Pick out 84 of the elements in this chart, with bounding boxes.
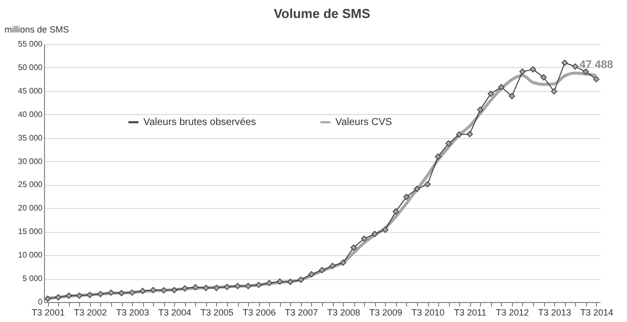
- x-tick-label: T3 2007: [284, 308, 318, 318]
- point: [488, 90, 494, 97]
- point: [340, 259, 346, 266]
- y-axis-title: millions de SMS: [4, 24, 70, 34]
- point: [530, 66, 536, 72]
- point: [256, 282, 262, 288]
- point: [118, 290, 125, 296]
- y-tick-label: 50 000: [18, 62, 44, 72]
- chart-title: Volume de SMS: [274, 6, 371, 21]
- x-tick-label: T3 2008: [327, 308, 360, 318]
- point: [466, 130, 473, 138]
- x-tick-label: T3 2006: [242, 308, 276, 318]
- point: [456, 131, 462, 138]
- y-tick-label: 15 000: [18, 227, 44, 236]
- point: [434, 153, 442, 160]
- point: [361, 236, 368, 242]
- point: [44, 296, 51, 302]
- point: [382, 226, 388, 233]
- x-tick-label: T3 2009: [369, 308, 402, 318]
- point: [350, 244, 357, 251]
- point: [276, 278, 283, 285]
- point: [392, 208, 399, 215]
- point: [424, 181, 431, 188]
- point: [202, 284, 210, 292]
- point: [414, 186, 420, 192]
- point: [86, 292, 94, 298]
- point: [298, 276, 304, 283]
- point: [171, 286, 178, 294]
- y-tick-label: 10 000: [18, 250, 44, 260]
- y-tick-label: 35 000: [18, 133, 44, 142]
- point: [76, 292, 82, 299]
- point: [182, 285, 188, 292]
- point: [245, 282, 252, 290]
- y-tick-label: 0: [38, 298, 44, 306]
- point: [477, 106, 484, 113]
- point: [582, 68, 589, 75]
- x-tick-label: T3 2005: [200, 308, 234, 318]
- x-tick-label: T3 2011: [454, 308, 486, 318]
- point: [266, 280, 272, 286]
- point: [160, 287, 167, 294]
- point: [66, 292, 72, 299]
- point: [329, 262, 336, 270]
- point: [55, 294, 62, 300]
- point: [128, 289, 136, 296]
- annotation: 47 488: [579, 59, 614, 72]
- x-tick-label: T3 2010: [411, 308, 445, 318]
- point: [308, 271, 315, 278]
- point: [140, 288, 146, 294]
- point: [550, 88, 558, 95]
- point: [213, 284, 220, 292]
- point: [403, 194, 410, 200]
- y-tick-label: 30 000: [18, 156, 44, 166]
- point: [540, 74, 547, 80]
- point: [108, 289, 114, 296]
- point: [562, 60, 568, 66]
- y-tick-label: 5 000: [22, 274, 44, 284]
- y-tick-label: 40 000: [18, 110, 44, 119]
- point: [519, 68, 526, 75]
- point: [287, 278, 294, 285]
- point: [508, 92, 516, 100]
- point: [445, 140, 452, 147]
- point: [150, 286, 156, 294]
- point: [372, 230, 378, 238]
- legend-label: Valeurs brutes observées: [143, 117, 256, 128]
- x-tick-label: T3 2012: [496, 308, 529, 318]
- y-tick-label: 55 000: [18, 40, 44, 48]
- point: [192, 284, 199, 290]
- point: [498, 84, 504, 90]
- point: [234, 282, 241, 290]
- y-tick-label: 45 000: [18, 86, 44, 96]
- point: [318, 266, 326, 274]
- legend-label: Valeurs CVS: [335, 117, 392, 128]
- x-tick-label: T3 2004: [158, 308, 192, 318]
- x-tick-label: T3 2003: [116, 308, 150, 318]
- x-tick-label: T3 2002: [74, 308, 107, 318]
- point: [572, 63, 578, 70]
- x-tick-label: T3 2001: [32, 308, 65, 318]
- y-tick-label: 25 000: [18, 180, 44, 190]
- y-tick-label: 20 000: [18, 204, 44, 213]
- point: [97, 290, 104, 298]
- x-tick-label: T3 2013: [538, 308, 572, 318]
- point: [224, 284, 230, 290]
- x-tick-label: T3 2014: [580, 308, 614, 318]
- point: [593, 76, 600, 82]
